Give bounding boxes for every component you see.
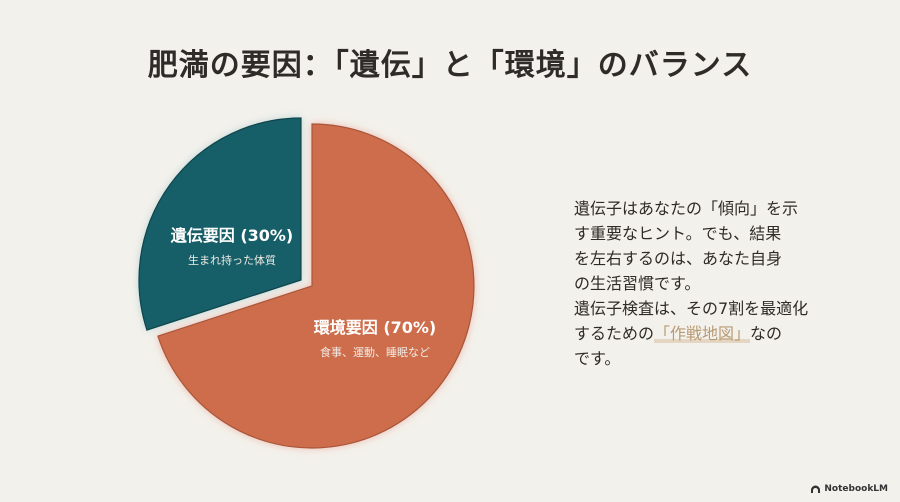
pie-slice-genetic — [138, 117, 302, 331]
text-line: 遺伝子検査は、その7割を最適化 — [574, 299, 809, 318]
highlighted-phrase: 「作戦地図」 — [654, 324, 751, 343]
notebooklm-logo-icon — [811, 485, 821, 493]
text-line: です。 — [574, 349, 621, 368]
environment-slice-label: 環境要因 (70%) 食事、運動、睡眠など — [300, 314, 450, 360]
brand-label: NotebookLM — [824, 484, 888, 494]
text-line: を左右するのは、あなた自身 — [574, 249, 783, 268]
genetic-label-sub: 生まれ持った体質 — [188, 254, 276, 267]
brand-watermark: NotebookLM — [810, 484, 888, 494]
environment-label-title: 環境要因 (70%) — [313, 318, 437, 337]
text-segment: するための — [574, 324, 655, 343]
slide-title: 肥満の要因：「遺伝」と「環境」のバランス — [147, 48, 753, 83]
pie-slice-environment — [157, 123, 475, 449]
genetic-slice-label: 遺伝要因 (30%) 生まれ持った体質 — [162, 222, 302, 268]
text-line: 遺伝子はあなたの「傾向」を示 — [574, 199, 799, 218]
text-segment: なの — [750, 324, 783, 343]
text-line: するための「作戦地図」なの — [574, 321, 854, 346]
explanation-text: 遺伝子はあなたの「傾向」を示 す重要なヒント。でも、結果 を左右するのは、あなた… — [574, 196, 854, 371]
text-line: す重要なヒント。でも、結果 — [574, 224, 782, 243]
environment-label-sub: 食事、運動、睡眠など — [320, 346, 430, 359]
genetic-label-title: 遺伝要因 (30%) — [170, 226, 294, 245]
text-line: の生活習慣です。 — [574, 274, 701, 293]
